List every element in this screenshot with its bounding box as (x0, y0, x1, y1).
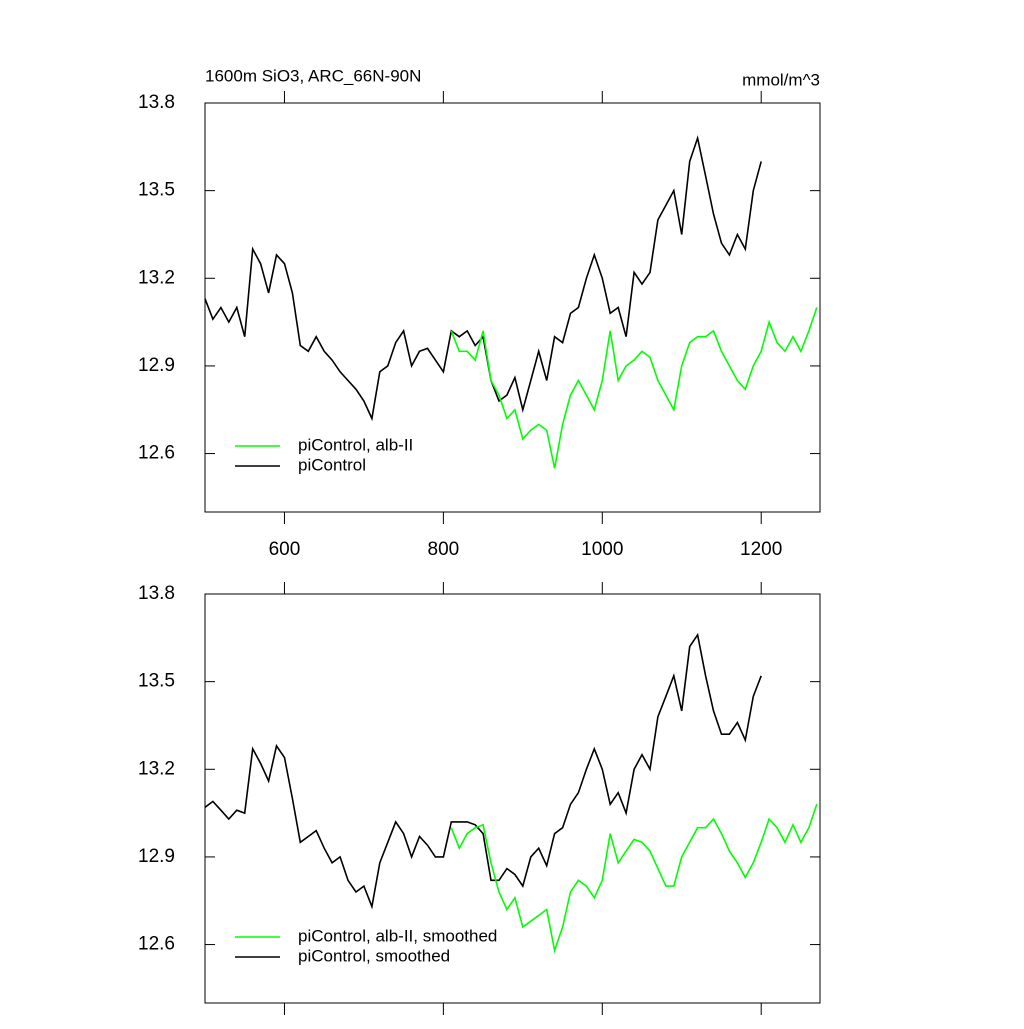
chart-title: 1600m SiO3, ARC_66N-90N (205, 66, 421, 85)
y-tick-label: 13.8 (138, 583, 175, 604)
legend-label: piControl, smoothed (298, 946, 450, 965)
y-tick-label: 12.9 (138, 846, 175, 867)
x-tick-label: 600 (269, 539, 301, 560)
series-line (204, 632, 762, 910)
y-tick-label: 12.6 (138, 934, 175, 955)
legend-label: piControl, alb-II, smoothed (298, 926, 497, 945)
plot-frame (204, 102, 821, 513)
x-tick-label: 1000 (581, 539, 623, 560)
y-tick-label: 13.5 (138, 180, 175, 201)
x-tick-label: 800 (428, 539, 460, 560)
series-line (204, 135, 762, 422)
series-line (450, 307, 818, 469)
y-tick-label: 13.8 (138, 92, 175, 113)
y-tick-label: 13.2 (138, 267, 175, 288)
y-tick-label: 12.9 (138, 355, 175, 376)
legend-label: piControl, alb-II (298, 435, 413, 454)
y-tick-label: 12.6 (138, 443, 175, 464)
plot-frame (204, 593, 821, 1004)
legend-label: piControl (298, 455, 366, 474)
units-label: mmol/m^3 (742, 70, 820, 89)
y-tick-label: 13.5 (138, 671, 175, 692)
x-tick-label: 1200 (740, 539, 782, 560)
y-tick-label: 13.2 (138, 758, 175, 779)
series-line (450, 804, 818, 954)
